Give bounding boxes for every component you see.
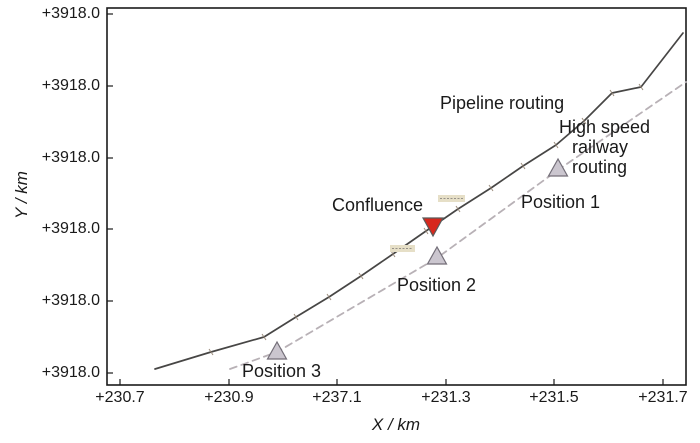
position-1-label: Position 1 [521, 192, 601, 212]
y-tick-label: +3918.0 [41, 364, 100, 381]
plot-border [106, 7, 687, 386]
survey-point-tick [261, 333, 267, 341]
hsr-routing-label-line1: High speed [559, 117, 651, 137]
x-tick-label: +237.1 [312, 389, 362, 406]
survey-point-tick [455, 205, 461, 213]
y-tick-label: +3918.0 [41, 220, 100, 237]
position-2-label: Position 2 [397, 275, 477, 295]
survey-point-tick [358, 272, 364, 280]
y-tick-label: +3918.0 [41, 77, 100, 94]
y-tick-label: +3918.0 [41, 5, 100, 22]
confluence-label: Confluence [332, 195, 424, 215]
y-tick-label: +3918.0 [41, 149, 100, 166]
survey-point-tick [488, 184, 494, 192]
survey-point-tick [520, 162, 526, 170]
position-3-label: Position 3 [242, 361, 322, 381]
position-3-marker [266, 340, 288, 360]
hsr-routing-label-line2: railway [572, 137, 629, 157]
confluence-marker [421, 217, 445, 238]
x-tick-label: +230.7 [95, 389, 145, 406]
position-1-marker [547, 157, 569, 177]
survey-point-tick [208, 348, 214, 356]
y-axis-title: Y / km [12, 171, 31, 219]
survey-point-tick [293, 313, 299, 321]
pipeline-routing-label: Pipeline routing [440, 93, 565, 113]
survey-point-tick [423, 227, 429, 235]
position-2-marker [426, 245, 448, 265]
x-tick-label: +231.5 [529, 389, 579, 406]
x-tick-label: +231.3 [421, 389, 471, 406]
hsr-routing-label-line3: routing [572, 157, 628, 177]
x-axis-title: X / km [371, 415, 421, 434]
survey-point-tick [581, 117, 587, 125]
survey-point-tick [553, 141, 559, 149]
y-tick-label: +3918.0 [41, 292, 100, 309]
x-tick-label: +230.9 [204, 389, 254, 406]
survey-point-tick [326, 293, 332, 301]
x-tick-label: +231.7 [638, 389, 688, 406]
survey-point-tick [638, 83, 644, 91]
survey-point-tick [609, 89, 615, 97]
hsr-routing-label: High speed railway routing [559, 117, 650, 177]
